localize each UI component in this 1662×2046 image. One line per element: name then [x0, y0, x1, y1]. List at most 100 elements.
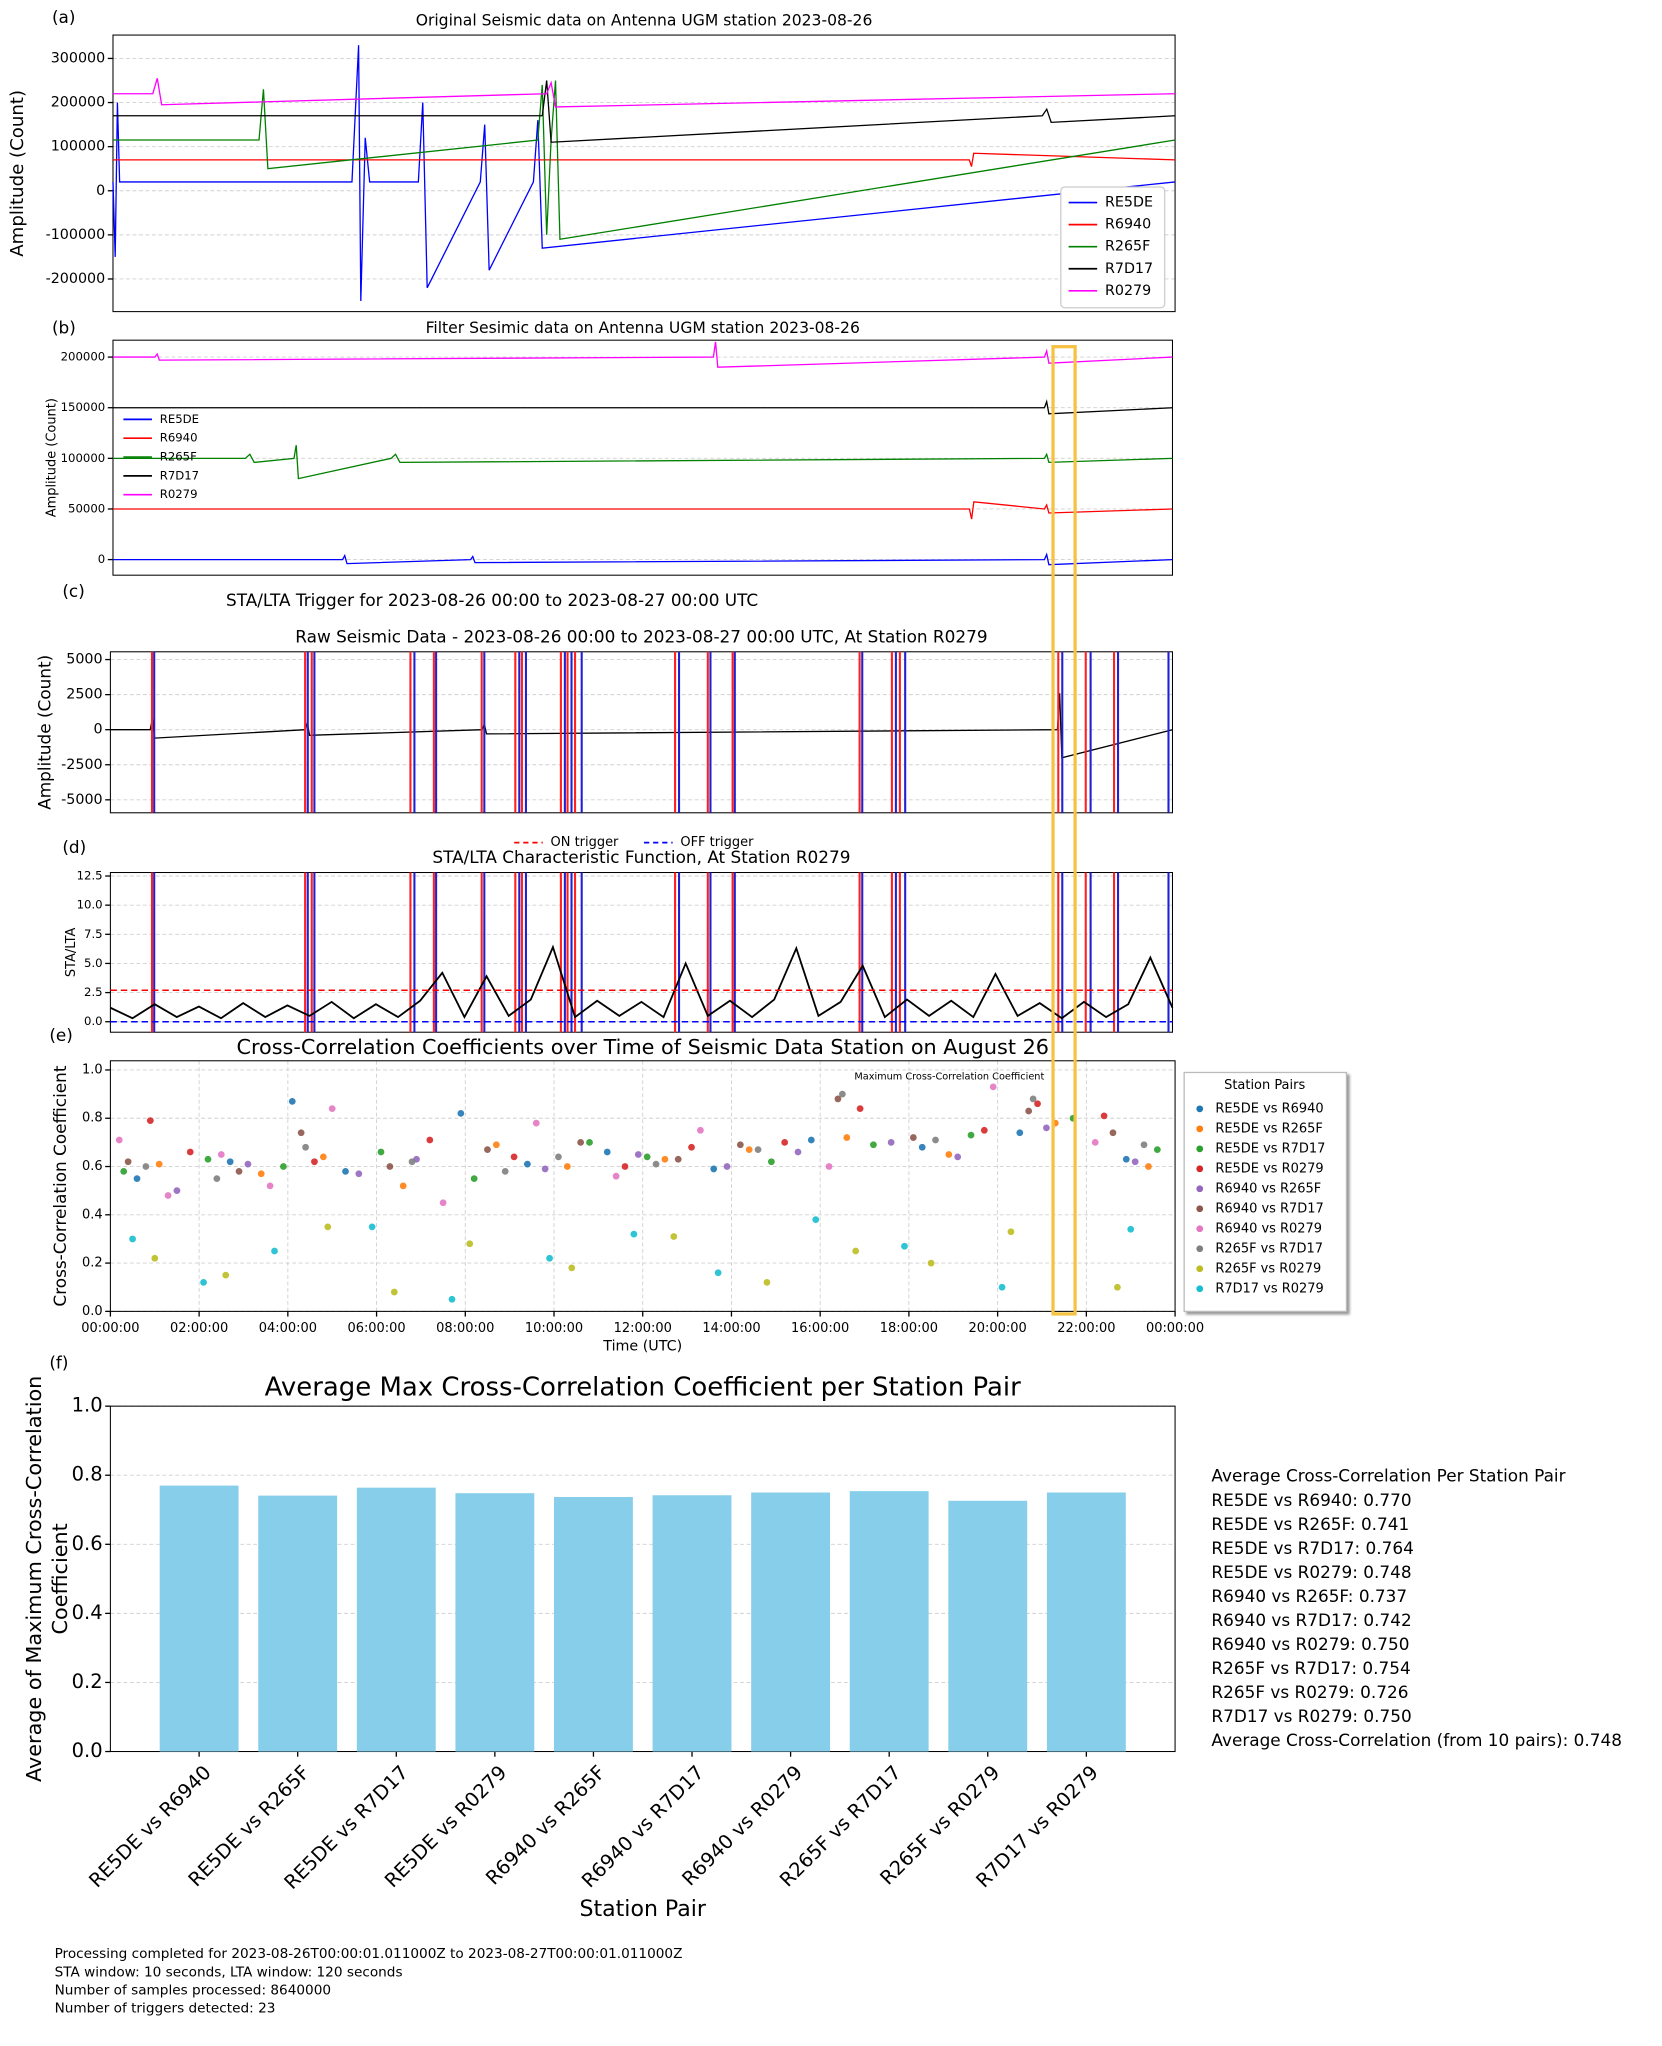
plot-frame — [112, 34, 1176, 313]
legend-label: RE5DE — [160, 412, 199, 426]
chart-title: Raw Seismic Data - 2023-08-26 00:00 to 2… — [295, 627, 987, 647]
scatter-point — [368, 1223, 376, 1231]
scatter-point — [470, 1175, 478, 1182]
legend-label: R6940 — [1105, 217, 1151, 233]
scatter-point — [142, 1163, 150, 1170]
scatter-point — [200, 1279, 207, 1286]
summary-line: RE5DE vs R265F: 0.741 — [1211, 1514, 1409, 1534]
x-tick-label: 14:00:00 — [702, 1321, 760, 1336]
scatter-point — [1131, 1158, 1139, 1166]
legend-label: R7D17 — [1105, 261, 1153, 277]
scatter-point — [812, 1216, 820, 1224]
footer-line: Number of triggers detected: 23 — [55, 2001, 276, 2017]
series-line — [112, 501, 1173, 520]
summary-line: R265F vs R0279: 0.726 — [1211, 1682, 1408, 1702]
y-tick-label: 0.4 — [72, 1601, 103, 1624]
summary-line: R265F vs R7D17: 0.754 — [1211, 1658, 1410, 1678]
legend-label: R265F vs R7D17 — [1215, 1241, 1323, 1256]
legend-label: ON trigger — [551, 835, 619, 850]
chart-suptitle: STA/LTA Trigger for 2023-08-26 00:00 to … — [226, 590, 758, 610]
legend-label: R0279 — [160, 487, 198, 501]
legend-box — [1183, 1071, 1348, 1313]
y-tick-label: 10.0 — [77, 898, 103, 912]
x-tick-label: 00:00:00 — [1146, 1321, 1204, 1336]
scatter-point — [1122, 1155, 1130, 1163]
series-line — [112, 80, 1176, 143]
scatter-point — [945, 1151, 953, 1158]
scatter-point — [532, 1119, 540, 1127]
scatter-point — [838, 1090, 846, 1098]
summary-title: Average Cross-Correlation Per Station Pa… — [1211, 1465, 1565, 1485]
scatter-point — [271, 1247, 278, 1255]
plot-frame — [109, 1405, 1176, 1753]
x-tick-label: 06:00:00 — [347, 1321, 405, 1336]
scatter-point — [754, 1146, 762, 1153]
footer-line: STA window: 10 seconds, LTA window: 120 … — [55, 1964, 403, 1980]
legend-label: RE5DE vs R265F — [1215, 1121, 1323, 1136]
scatter-point — [807, 1136, 815, 1144]
bar — [554, 1496, 633, 1752]
legend-marker — [1196, 1205, 1204, 1213]
scatter-point — [736, 1141, 744, 1149]
scatter-point — [954, 1153, 962, 1161]
legend-label: R6940 vs R0279 — [1215, 1221, 1322, 1236]
scatter-point — [342, 1167, 349, 1175]
series-line — [112, 341, 1173, 368]
scatter-point — [1025, 1107, 1033, 1115]
x-tick-label: 12:00:00 — [614, 1321, 672, 1336]
scatter-point — [714, 1269, 722, 1277]
bar — [1046, 1492, 1126, 1752]
series-line — [112, 552, 1173, 566]
scatter-point — [603, 1148, 611, 1156]
summary-line: RE5DE vs R6940: 0.770 — [1211, 1490, 1411, 1510]
y-tick-label: 200000 — [51, 95, 105, 111]
scatter-point — [1109, 1129, 1117, 1137]
y-tick-label: -5000 — [61, 792, 102, 808]
legend-label: R6940 vs R265F — [1215, 1181, 1321, 1196]
y-tick-label: -100000 — [46, 227, 106, 243]
y-axis-label: Average of Maximum Cross-Correlation — [22, 1376, 46, 1782]
y-tick-label: -200000 — [46, 271, 106, 287]
plot-frame — [109, 871, 1173, 1033]
scatter-point — [115, 1136, 123, 1144]
scatter-point — [146, 1117, 154, 1125]
y-tick-label: 100000 — [61, 451, 106, 465]
scatter-point — [563, 1163, 571, 1170]
scatter-point — [151, 1254, 159, 1262]
panel-label: (b) — [52, 317, 76, 337]
bar — [455, 1493, 535, 1752]
y-tick-label: 1.0 — [72, 1394, 103, 1417]
series-line — [110, 944, 1174, 1020]
scatter-point — [1100, 1112, 1108, 1120]
bar — [258, 1495, 338, 1752]
series-line — [112, 80, 1176, 241]
footer-line: Processing completed for 2023-08-26T00:0… — [55, 1946, 683, 1962]
scatter-point — [932, 1136, 939, 1144]
scatter-point — [524, 1160, 531, 1168]
scatter-point — [1091, 1139, 1099, 1146]
y-tick-label: 0.2 — [72, 1670, 103, 1693]
y-tick-label: 5000 — [66, 652, 102, 668]
scatter-point — [399, 1182, 407, 1190]
y-tick-label: 2.5 — [84, 985, 103, 999]
x-tick-label: 10:00:00 — [525, 1321, 583, 1336]
legend-label: R6940 — [160, 431, 198, 445]
scatter-point — [794, 1148, 802, 1156]
scatter-point — [745, 1146, 753, 1153]
y-tick-label: -2500 — [61, 757, 102, 773]
scatter-point — [927, 1259, 935, 1267]
scatter-point — [546, 1254, 553, 1262]
bar — [356, 1487, 436, 1752]
legend-marker — [1196, 1165, 1204, 1173]
scatter-point — [448, 1295, 456, 1303]
scatter-point — [586, 1139, 593, 1146]
y-tick-label: 0.8 — [72, 1463, 103, 1486]
y-tick-label: 0.4 — [82, 1207, 103, 1222]
panel-label: (a) — [52, 7, 76, 27]
scatter-point — [909, 1134, 917, 1141]
y-tick-label: 0.0 — [84, 1014, 103, 1028]
scatter-point — [1153, 1146, 1161, 1153]
y-tick-label: 100000 — [51, 139, 105, 155]
scatter-point — [235, 1167, 243, 1175]
bar — [652, 1495, 732, 1752]
